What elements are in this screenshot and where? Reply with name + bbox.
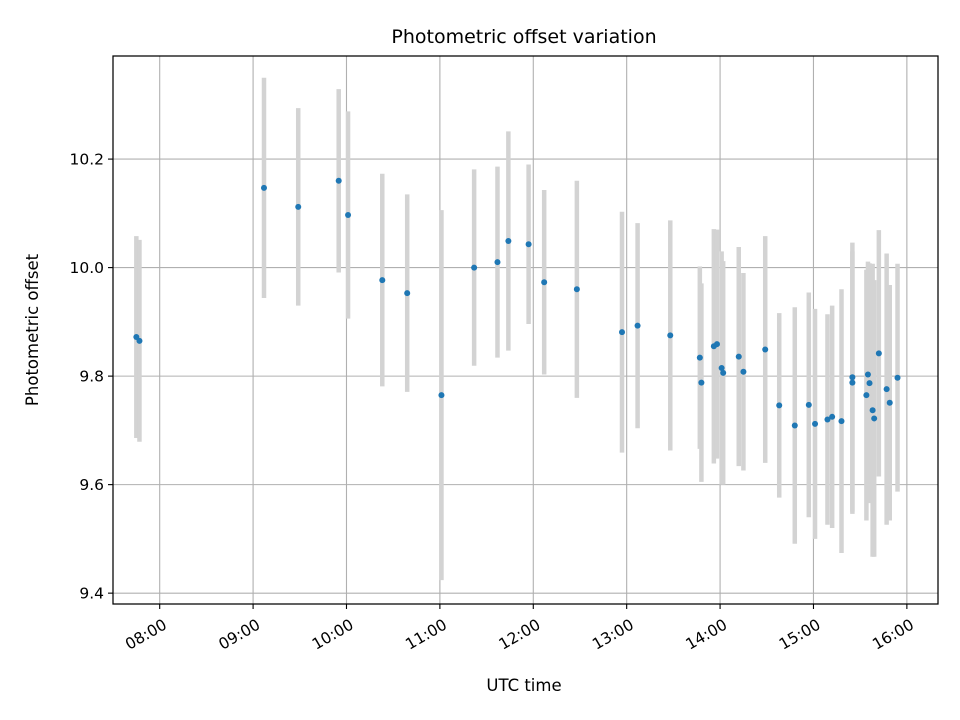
- chart-title: Photometric offset variation: [391, 26, 656, 48]
- data-point: [573, 286, 580, 293]
- data-point: [471, 264, 478, 271]
- y-axis-label: Photometric offset: [23, 253, 42, 406]
- y-axis-ticks: 9.4 9.6 9.8 10.0 10.2: [69, 151, 113, 603]
- data-point: [886, 399, 893, 406]
- data-point: [740, 368, 747, 375]
- y-tick-label: 10.0: [69, 259, 104, 277]
- data-point: [812, 420, 819, 427]
- data-point: [379, 277, 386, 284]
- data-point: [776, 402, 783, 409]
- data-point: [505, 238, 512, 245]
- y-tick-label: 9.8: [79, 368, 104, 386]
- data-point: [541, 279, 548, 286]
- data-point: [696, 354, 703, 361]
- data-point: [735, 353, 742, 360]
- data-point: [883, 386, 890, 393]
- data-point: [863, 392, 870, 399]
- data-point: [720, 369, 727, 376]
- data-points: [133, 177, 901, 429]
- data-point: [805, 401, 812, 408]
- data-point: [849, 379, 856, 386]
- data-point: [404, 290, 411, 297]
- data-point: [875, 350, 882, 357]
- data-point: [894, 374, 901, 381]
- x-axis-label: UTC time: [486, 676, 561, 695]
- data-point: [849, 374, 856, 381]
- data-point: [345, 211, 352, 218]
- data-point: [260, 184, 267, 191]
- data-point: [713, 341, 720, 348]
- data-point: [718, 364, 725, 371]
- data-point: [762, 346, 769, 353]
- data-point: [438, 392, 445, 399]
- data-point: [136, 337, 143, 344]
- data-point: [864, 371, 871, 378]
- data-point: [866, 380, 873, 387]
- data-point: [295, 203, 302, 210]
- y-tick-label: 9.4: [79, 585, 104, 603]
- data-point: [667, 332, 674, 339]
- data-point: [634, 322, 641, 329]
- data-point: [824, 416, 831, 423]
- data-point: [698, 379, 705, 386]
- y-tick-label: 10.2: [69, 151, 104, 169]
- data-point: [869, 407, 876, 414]
- data-point: [791, 422, 798, 429]
- data-point: [619, 329, 626, 336]
- plot-frame: [112, 55, 939, 605]
- data-point: [335, 177, 342, 184]
- data-point: [871, 415, 878, 422]
- y-tick-label: 9.6: [79, 476, 104, 494]
- data-point: [829, 413, 836, 420]
- data-point: [494, 259, 501, 266]
- data-point: [838, 418, 845, 425]
- data-point: [525, 241, 532, 248]
